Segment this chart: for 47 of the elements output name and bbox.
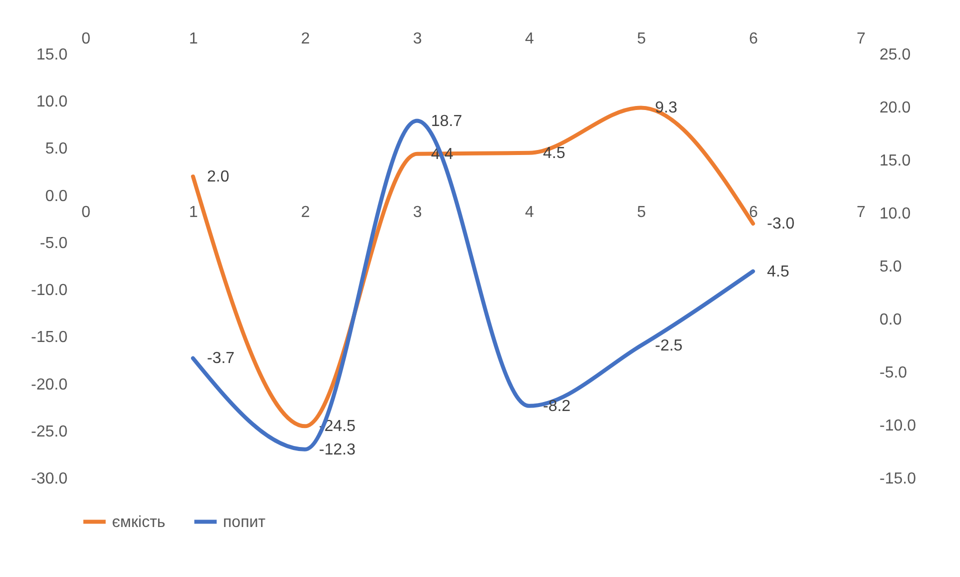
data-label: 2.0 bbox=[207, 168, 230, 186]
y2-tick-label: 0.0 bbox=[880, 312, 902, 328]
x2-tick-label: 7 bbox=[856, 204, 866, 221]
data-label: 9.3 bbox=[655, 100, 678, 117]
data-label: 18.7 bbox=[431, 112, 462, 130]
data-label: -12.3 bbox=[319, 441, 356, 458]
x-tick-label: 1 bbox=[189, 30, 198, 48]
x-tick-label: 0 bbox=[82, 30, 90, 48]
x-tick-label: 4 bbox=[525, 30, 534, 48]
y-tick-label: -20.0 bbox=[31, 376, 68, 394]
data-label: -8.2 bbox=[543, 398, 571, 415]
data-label: -3.7 bbox=[207, 350, 235, 368]
y2-tick-label: 5.0 bbox=[880, 258, 902, 276]
y2-tick-label: 15.0 bbox=[880, 152, 911, 170]
y-tick-label: -15.0 bbox=[31, 329, 68, 346]
x-tick-label: 3 bbox=[413, 30, 422, 48]
y-tick-label: -5.0 bbox=[40, 234, 68, 252]
x2-tick-label: 3 bbox=[413, 204, 422, 221]
data-label: -3.0 bbox=[767, 216, 795, 233]
y-tick-label: 5.0 bbox=[45, 140, 68, 158]
y-tick-label: 10.0 bbox=[36, 94, 68, 111]
x-tick-label: 7 bbox=[856, 30, 866, 48]
y2-tick-label: 20.0 bbox=[880, 100, 911, 116]
x2-tick-label: 6 bbox=[749, 204, 758, 221]
data-label: 4.5 bbox=[543, 144, 566, 162]
y-tick-label: -25.0 bbox=[31, 423, 68, 440]
x2-tick-label: 5 bbox=[637, 204, 646, 221]
x2-tick-label: 1 bbox=[189, 204, 198, 221]
data-label: 4.5 bbox=[767, 263, 790, 280]
x2-tick-label: 4 bbox=[525, 204, 534, 221]
y-tick-label: 15.0 bbox=[36, 46, 68, 64]
x2-tick-label: 0 bbox=[82, 204, 90, 221]
legend-label: ємкість bbox=[112, 514, 166, 531]
y2-tick-label: 10.0 bbox=[880, 206, 911, 222]
y-tick-label: -10.0 bbox=[31, 282, 68, 300]
x-tick-label: 2 bbox=[301, 30, 310, 48]
data-label: -2.5 bbox=[655, 338, 683, 354]
x2-tick-label: 2 bbox=[301, 204, 310, 221]
y2-tick-label: -5.0 bbox=[880, 364, 908, 382]
legend-label: попит bbox=[223, 514, 266, 531]
y2-tick-label: -15.0 bbox=[880, 470, 916, 488]
y-tick-label: 0.0 bbox=[45, 188, 68, 205]
y2-tick-label: 25.0 bbox=[880, 46, 911, 64]
y2-tick-label: -10.0 bbox=[880, 418, 916, 434]
x-tick-label: 5 bbox=[637, 30, 646, 48]
y-tick-label: -30.0 bbox=[31, 470, 68, 488]
x-tick-label: 6 bbox=[749, 30, 758, 48]
